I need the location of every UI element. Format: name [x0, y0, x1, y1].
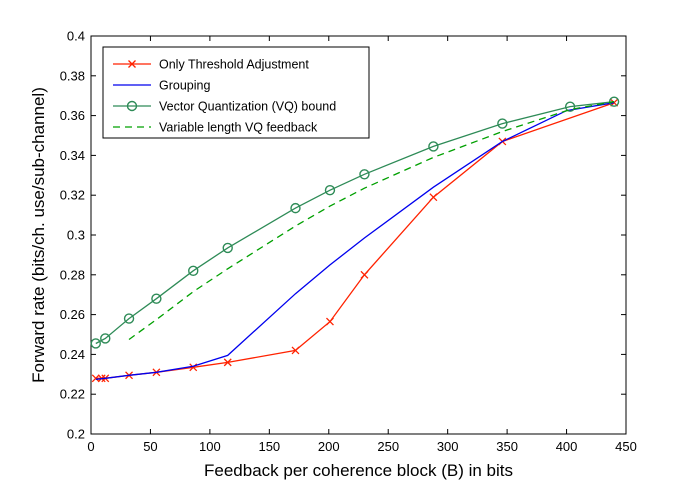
legend-label: Grouping: [159, 79, 210, 93]
x-tick-label: 350: [496, 439, 518, 454]
data-point: [326, 317, 334, 326]
series-2: [90, 96, 620, 349]
y-tick-label: 0.26: [60, 307, 85, 322]
legend-label: Only Threshold Adjustment: [159, 58, 309, 72]
y-tick-label: 0.32: [60, 188, 85, 203]
data-point: [100, 333, 111, 344]
legend-item: Grouping: [113, 79, 210, 93]
data-point: [91, 374, 100, 383]
y-tick-label: 0.2: [67, 427, 85, 442]
y-tick-label: 0.22: [60, 387, 85, 402]
data-point: [429, 193, 438, 202]
legend-label: Vector Quantization (VQ) bound: [159, 100, 336, 114]
x-tick-label: 200: [318, 439, 340, 454]
series-1: [95, 102, 615, 380]
data-point: [608, 96, 620, 107]
data-point: [497, 118, 508, 129]
legend-marker: [128, 60, 136, 68]
legend-item: Variable length VQ feedback: [113, 121, 318, 135]
x-axis-label: Feedback per coherence block (B) in bits: [204, 461, 513, 480]
data-point: [564, 101, 576, 112]
data-point: [123, 313, 135, 324]
y-tick-label: 0.4: [67, 29, 85, 44]
data-point: [90, 338, 101, 349]
y-axis-label: Forward rate (bits/ch. use/sub-channel): [29, 87, 48, 383]
legend: Only Threshold Adjustment Grouping Vector …: [102, 46, 370, 139]
data-point: [188, 265, 199, 277]
x-tick-label: 250: [377, 439, 399, 454]
data-point: [324, 185, 336, 196]
series-3: [128, 101, 615, 341]
legend-label: Variable length VQ feedback: [159, 121, 318, 135]
x-tick-label: 50: [143, 439, 157, 454]
x-tick-label: 150: [258, 439, 280, 454]
x-tick-label: 0: [87, 439, 94, 454]
data-point: [428, 141, 439, 152]
data-point: [290, 202, 301, 214]
data-point: [359, 169, 370, 180]
y-tick-label: 0.38: [60, 68, 85, 83]
x-tick-label: 450: [615, 439, 637, 454]
x-tick-label: 300: [437, 439, 459, 454]
legend-box: [102, 46, 370, 139]
data-point: [151, 293, 162, 304]
y-tick-label: 0.36: [60, 108, 85, 123]
axis-ticks: 0 50 100 150 200 250 300 350 400 450 0.2 0.22 0.24 0.…: [60, 29, 637, 455]
legend-marker: [126, 100, 138, 112]
x-tick-label: 100: [199, 439, 221, 454]
x-tick-label: 400: [556, 439, 578, 454]
y-tick-label: 0.3: [67, 228, 85, 243]
legend-item: Only Threshold Adjustment: [113, 58, 309, 72]
series-line: [95, 101, 615, 345]
legend-item: Vector Quantization (VQ) bound: [113, 100, 336, 114]
y-tick-label: 0.34: [60, 148, 85, 163]
data-point: [291, 346, 300, 355]
y-tick-label: 0.28: [60, 267, 85, 282]
series-line: [128, 101, 615, 341]
series-line: [95, 102, 615, 380]
data-point: [222, 242, 233, 254]
series-layer: [90, 96, 620, 383]
data-point: [223, 358, 232, 367]
data-point: [360, 270, 369, 279]
y-tick-label: 0.24: [60, 347, 85, 362]
